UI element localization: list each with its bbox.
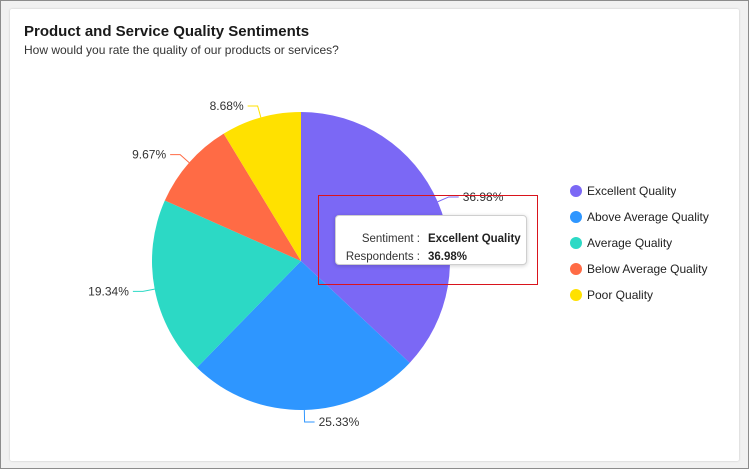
legend-dot-icon [570,237,582,249]
legend-item[interactable]: Poor Quality [570,282,730,308]
legend-label: Excellent Quality [587,184,677,198]
pie-slice[interactable] [223,112,301,261]
pie-slice[interactable] [196,261,410,411]
data-label: 25.33% [319,415,360,429]
highlight-box [318,195,538,285]
legend-item[interactable]: Above Average Quality [570,204,730,230]
chart-legend: Excellent Quality Above Average Quality … [570,178,730,308]
label-leader-line [437,196,459,203]
data-label: 9.67% [132,148,166,162]
legend-item[interactable]: Excellent Quality [570,178,730,204]
legend-dot-icon [570,263,582,275]
legend-label: Below Average Quality [587,262,708,276]
chart-tooltip: Sentiment : Excellent Quality Respondent… [335,215,527,265]
legend-dot-icon [570,211,582,223]
data-label: 19.34% [88,284,129,298]
legend-label: Poor Quality [587,288,654,302]
legend-dot-icon [570,289,582,301]
legend-label: Average Quality [587,236,673,250]
tooltip-sentiment-key: Sentiment : [361,233,420,245]
chart-subtitle: How would you rate the quality of our pr… [24,43,339,57]
legend-item[interactable]: Below Average Quality [570,256,730,282]
data-label: 36.98% [463,190,504,204]
label-leader-line [170,154,190,163]
data-label: 8.68% [210,99,244,113]
label-leader-line [247,105,262,118]
tooltip-respondents-value: 36.98% [428,251,468,263]
legend-dot-icon [570,185,582,197]
label-leader-line [132,288,155,292]
label-leader-line [303,409,315,423]
legend-item[interactable]: Average Quality [570,230,730,256]
tooltip-respondents-key: Respondents : [345,251,420,263]
tooltip-sentiment-value: Excellent Quality [428,233,521,245]
legend-label: Above Average Quality [587,210,709,224]
pie-slice[interactable] [164,133,301,261]
pie-slice[interactable] [151,200,301,368]
chart-title: Product and Service Quality Sentiments [24,23,310,40]
